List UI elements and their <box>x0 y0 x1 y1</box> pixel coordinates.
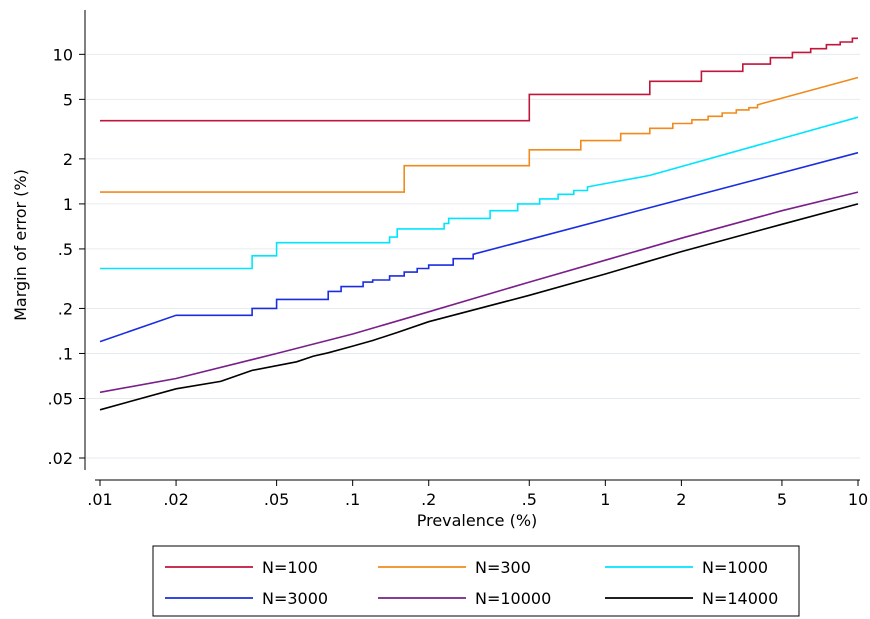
series-line-n-10000 <box>99 191 859 394</box>
legend: N=100 N=300 N=1000 N=3000 N=10000 N=14000 <box>152 545 800 617</box>
x-tick-label: 5 <box>777 490 787 509</box>
y-tick-label: .02 <box>48 449 73 468</box>
y-ticks: .02 .05 .1 .2 .5 1 2 5 10 <box>48 45 85 468</box>
x-tick-label: 1 <box>600 490 610 509</box>
x-tick-label: 10 <box>848 490 868 509</box>
series-lines <box>99 37 859 411</box>
x-tick-label: .01 <box>87 490 112 509</box>
y-tick-label: 1 <box>63 195 73 214</box>
legend-label: N=1000 <box>702 558 768 577</box>
legend-label: N=3000 <box>262 589 328 608</box>
x-tick-label: .2 <box>421 490 436 509</box>
legend-label: N=14000 <box>702 589 778 608</box>
legend-label: N=100 <box>262 558 318 577</box>
x-ticks: .01 .02 .05 .1 .2 .5 1 2 5 10 <box>87 480 868 509</box>
series-line-n-14000 <box>99 203 859 411</box>
x-tick-label: .5 <box>522 490 537 509</box>
x-axis-title: Prevalence (%) <box>417 511 538 530</box>
axes <box>84 10 860 481</box>
y-tick-label: 10 <box>53 45 73 64</box>
y-tick-label: .05 <box>48 389 73 408</box>
y-tick-label: .5 <box>58 240 73 259</box>
x-tick-label: .1 <box>345 490 360 509</box>
gridlines <box>86 53 860 459</box>
y-tick-label: .2 <box>58 299 73 318</box>
y-axis-title: Margin of error (%) <box>11 169 30 321</box>
series-line-n-1000 <box>100 116 859 270</box>
y-tick-label: 2 <box>63 150 73 169</box>
x-tick-label: .05 <box>264 490 289 509</box>
legend-label: N=300 <box>475 558 531 577</box>
x-tick-label: 2 <box>676 490 686 509</box>
series-line-n-300 <box>100 76 859 193</box>
legend-label: N=10000 <box>475 589 551 608</box>
series-line-n-3000 <box>99 151 859 343</box>
x-tick-label: .02 <box>163 490 188 509</box>
legend-box <box>152 545 800 617</box>
y-tick-label: 5 <box>63 90 73 109</box>
y-tick-label: .1 <box>58 344 73 363</box>
series-line-n-100 <box>100 37 858 122</box>
